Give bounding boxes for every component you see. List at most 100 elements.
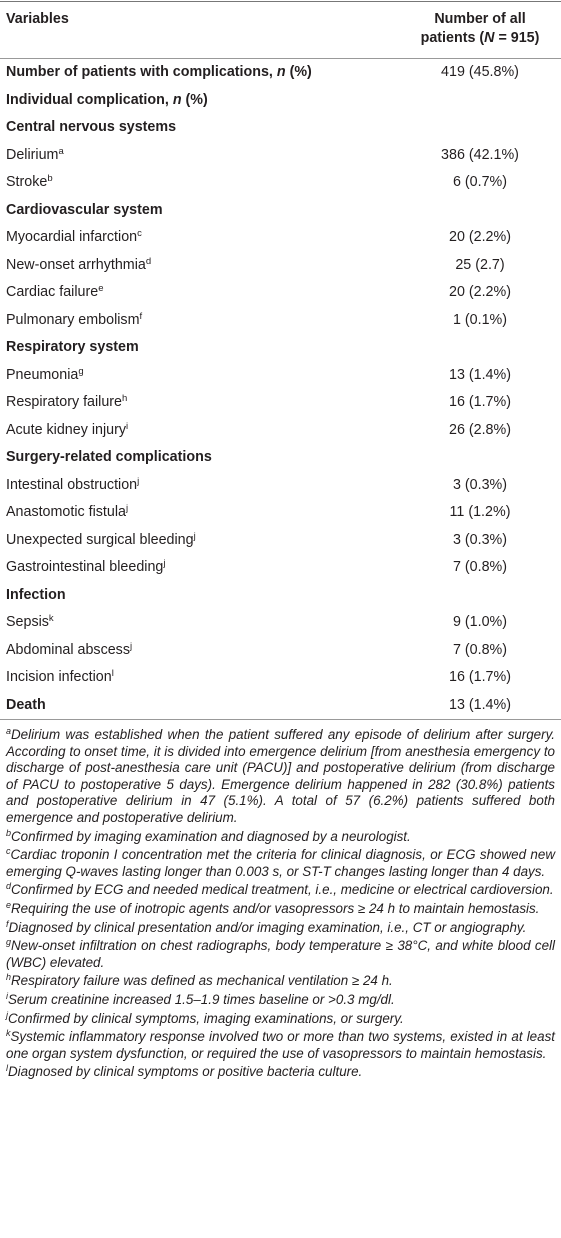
value-cell: 26 (2.8%) xyxy=(449,421,511,438)
value-cell: 7 (0.8%) xyxy=(452,641,508,658)
label-cell: Central nervous systems xyxy=(0,114,399,142)
table-body: Number of patients with complications, n… xyxy=(0,59,561,720)
label-cell: Myocardial infarctionc xyxy=(0,224,399,252)
footnote-ref: k xyxy=(48,613,54,625)
footnote: jConfirmed by clinical symptoms, imaging… xyxy=(6,1009,555,1028)
label-text: Anastomotic fistula xyxy=(6,504,126,521)
label-cell: Deliriuma xyxy=(0,142,399,170)
table-row: Anastomotic fistulaj 11 (1.2%) xyxy=(0,499,561,527)
header-text: patients ( xyxy=(420,30,485,46)
table-row: Intestinal obstructionj 3 (0.3%) xyxy=(0,472,561,500)
footnote-marker: i xyxy=(6,990,8,1001)
footnote-marker: h xyxy=(6,972,12,983)
label-cell: Respiratory failureh xyxy=(0,389,399,417)
footnote: bConfirmed by imaging examination and di… xyxy=(6,827,555,846)
complications-table: Variables Number of all patients (N = 91… xyxy=(0,1,561,720)
footnote-ref: j xyxy=(129,640,133,652)
header-text: N xyxy=(484,30,495,46)
label-cell: Surgery-related complications xyxy=(0,444,399,472)
label-text: Surgery-related complications xyxy=(6,449,212,466)
footnote-ref: c xyxy=(137,228,142,240)
label-cell: Intestinal obstructionj xyxy=(0,472,399,500)
footnote-ref: i xyxy=(126,420,129,432)
document: Variables Number of all patients (N = 91… xyxy=(0,1,561,1081)
label-cell: Pulmonary embolismf xyxy=(0,307,399,335)
table-row: Abdominal abscessj 7 (0.8%) xyxy=(0,637,561,665)
label-cell: Number of patients with complications, n… xyxy=(0,59,399,87)
footnote: lDiagnosed by clinical symptoms or posit… xyxy=(6,1064,555,1081)
label-cell: Sepsisk xyxy=(0,609,399,637)
value-cell: 7 (0.8%) xyxy=(452,559,508,576)
label-text: Delirium xyxy=(6,146,59,163)
footnote-marker: e xyxy=(6,899,12,910)
label-text: Death xyxy=(6,696,46,713)
label-cell: Respiratory system xyxy=(0,334,399,362)
footnote-ref: f xyxy=(139,310,143,322)
footnote-marker: f xyxy=(6,918,9,929)
table-row: Acute kidney injuryi 26 (2.8%) xyxy=(0,417,561,445)
label-text: Cardiac failure xyxy=(6,284,99,301)
footnote-marker: b xyxy=(6,827,12,838)
footnote-ref: d xyxy=(145,255,152,267)
label-cell: Pneumoniag xyxy=(0,362,399,390)
footnote: fDiagnosed by clinical presentation and/… xyxy=(6,918,555,937)
footnote-ref: j xyxy=(163,558,166,570)
table-row: Central nervous systems xyxy=(0,114,561,142)
value-cell: 16 (1.7%) xyxy=(449,669,511,686)
table-row: Cardiovascular system xyxy=(0,197,561,225)
table-row: Strokeb 6 (0.7%) xyxy=(0,169,561,197)
value-cell: 3 (0.3%) xyxy=(452,531,508,548)
label-cell: New-onset arrhythmiad xyxy=(0,252,399,280)
value-cell: 386 (42.1%) xyxy=(441,146,519,163)
table-row: Pulmonary embolismf 1 (0.1%) xyxy=(0,307,561,335)
label-cell: Cardiovascular system xyxy=(0,197,399,225)
label-text: Intestinal obstruction xyxy=(6,476,138,493)
table-row: Gastrointestinal bleedingj 7 (0.8%) xyxy=(0,554,561,582)
value-cell: 3 (0.3%) xyxy=(452,476,508,493)
footnote-text: Confirmed by imaging examination and dia… xyxy=(11,828,411,844)
table-row: Cardiac failuree 20 (2.2%) xyxy=(0,279,561,307)
footnote-text: Requiring the use of inotropic agents an… xyxy=(11,900,540,916)
footnote-text: New-onset infiltration on chest radiogra… xyxy=(6,938,555,970)
label-text: n xyxy=(172,91,182,108)
value-cell: 13 (1.4%) xyxy=(449,366,511,383)
table-row: Death 13 (1.4%) xyxy=(0,692,561,720)
footnote-text: Cardiac troponin I concentration met the… xyxy=(6,847,555,879)
value-cell: 25 (2.7) xyxy=(455,256,505,273)
table-row: Unexpected surgical bleedingj 3 (0.3%) xyxy=(0,527,561,555)
label-text: (%) xyxy=(181,91,208,108)
table-row: New-onset arrhythmiad 25 (2.7) xyxy=(0,252,561,280)
label-cell: Infection xyxy=(0,582,399,610)
footnotes: aDelirium was established when the patie… xyxy=(0,720,561,1081)
value-cell: 20 (2.2%) xyxy=(449,229,511,246)
label-text: n xyxy=(276,64,286,81)
header-cell: Number of all patients (N = 915) xyxy=(399,2,561,59)
table-row: Myocardial infarctionc 20 (2.2%) xyxy=(0,224,561,252)
footnote: aDelirium was established when the patie… xyxy=(6,727,555,827)
label-text: Number of patients with complications, xyxy=(6,64,277,81)
value-cell xyxy=(399,87,561,115)
value-cell xyxy=(399,582,561,610)
table-row: Respiratory failureh 16 (1.7%) xyxy=(0,389,561,417)
value-cell: 6 (0.7%) xyxy=(452,174,508,191)
value-cell xyxy=(399,114,561,142)
footnote-ref: e xyxy=(98,283,104,295)
label-cell: Death xyxy=(0,692,399,720)
label-cell: Strokeb xyxy=(0,169,399,197)
table-row: Number of patients with complications, n… xyxy=(0,59,561,87)
footnote-ref: h xyxy=(122,393,128,405)
footnote: gNew-onset infiltration on chest radiogr… xyxy=(6,938,555,971)
value-cell: 11 (1.2%) xyxy=(449,504,511,521)
footnote-marker: a xyxy=(6,726,12,736)
label-text: Central nervous systems xyxy=(6,119,177,136)
footnote: eRequiring the use of inotropic agents a… xyxy=(6,899,555,918)
header-text: Number of all xyxy=(434,11,526,27)
header-row: Variables Number of all patients (N = 91… xyxy=(0,1,561,59)
value-cell: 16 (1.7%) xyxy=(449,394,511,411)
footnote-marker: j xyxy=(6,1009,8,1020)
label-text: New-onset arrhythmia xyxy=(6,256,146,273)
label-cell: Abdominal abscessj xyxy=(0,637,399,665)
footnote-ref: j xyxy=(137,475,140,487)
footnote-ref: g xyxy=(78,365,84,377)
